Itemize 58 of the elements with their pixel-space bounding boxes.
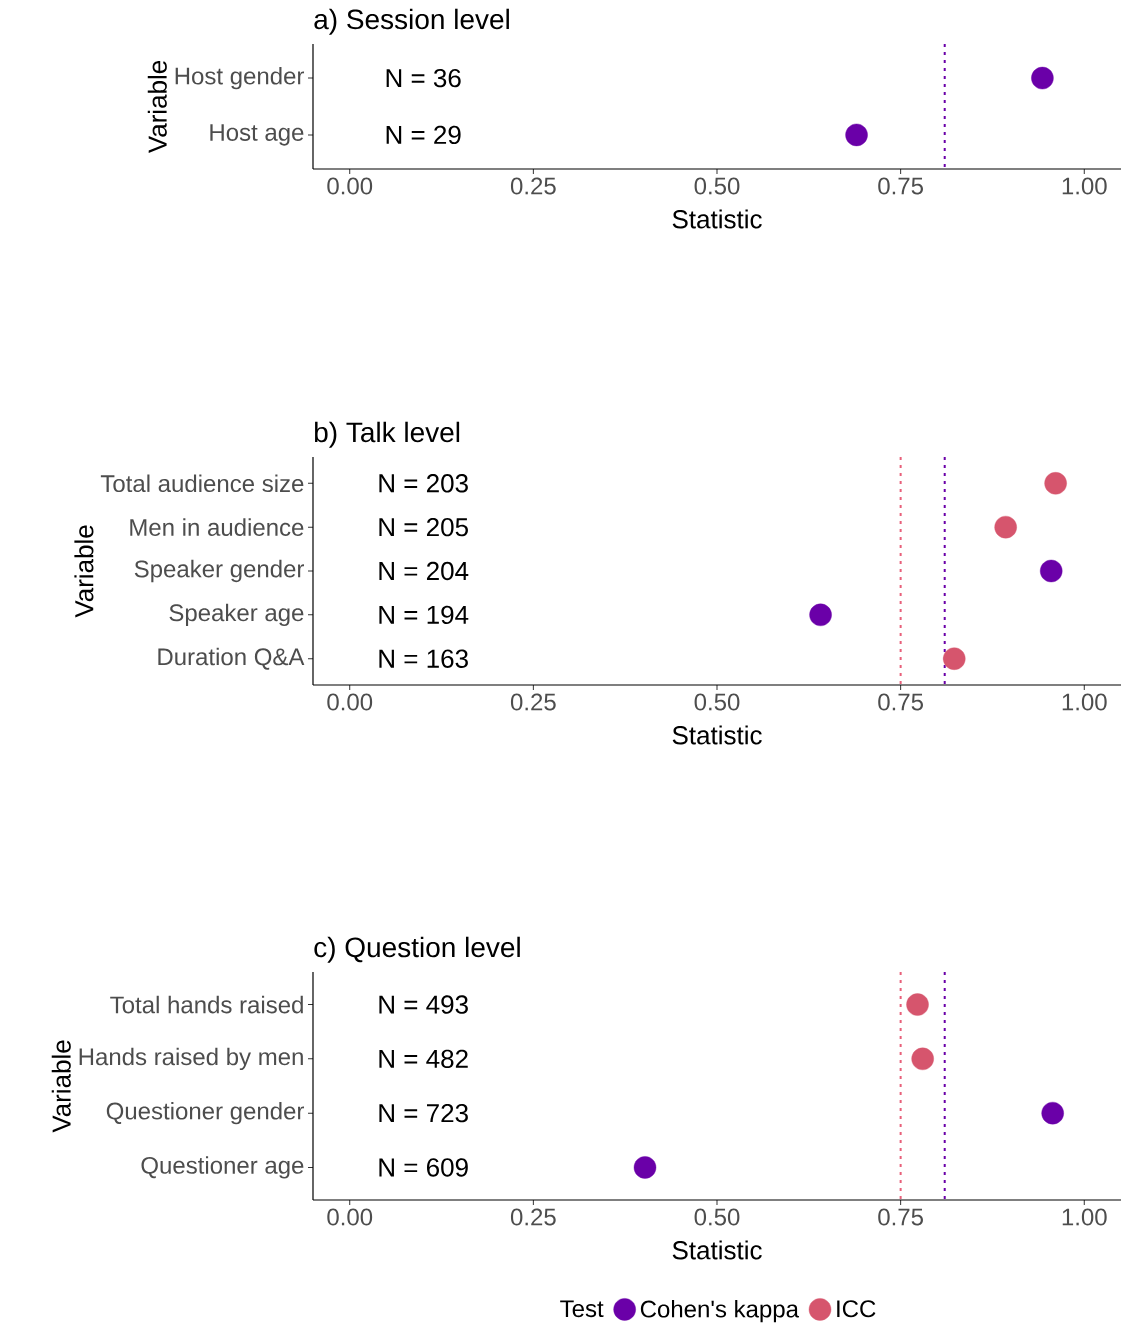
- point: [906, 993, 929, 1016]
- annotation: N = 203: [379, 474, 468, 493]
- y-tick-label: Host gender: [175, 66, 305, 90]
- y-tick-label: Questioner gender: [106, 1101, 305, 1125]
- x-tick-label: 0.00: [327, 1208, 373, 1226]
- annotation: N = 723: [379, 1103, 468, 1123]
- x-tick-label: 0.50: [694, 693, 740, 711]
- annotation: N = 493: [379, 995, 468, 1014]
- x-tick-label: 0.00: [327, 177, 373, 195]
- y-tick-label: Host age: [210, 124, 304, 146]
- point: [943, 647, 966, 670]
- x-tick-label: 0.00: [327, 693, 373, 711]
- y-axis-title: Variable: [147, 60, 167, 154]
- legend-label: ICC: [837, 1300, 876, 1318]
- point: [1040, 559, 1063, 583]
- annotation: N = 205: [379, 517, 468, 537]
- y-axis-title: Variable: [74, 525, 94, 618]
- annotation: N = 609: [379, 1158, 468, 1177]
- x-tick-label: 0.50: [694, 177, 740, 195]
- x-tick-label: 0.75: [878, 693, 923, 711]
- legend-label: Cohen's kappa: [640, 1299, 799, 1323]
- point: [633, 1156, 657, 1179]
- annotation: N = 29: [386, 125, 461, 145]
- annotation: N = 163: [379, 649, 468, 668]
- x-axis-title: Statistic: [672, 209, 762, 229]
- chart-title: b) Talk level: [315, 421, 460, 448]
- y-tick-label: Questioner age: [141, 1156, 304, 1179]
- x-axis-title: Statistic: [672, 725, 762, 745]
- chart-title: c) Question level: [314, 936, 520, 963]
- chart-title: a) Session level: [314, 8, 509, 35]
- annotation: N = 204: [379, 561, 469, 581]
- point: [994, 515, 1017, 539]
- point: [1044, 472, 1067, 495]
- x-tick-label: 1.00: [1062, 693, 1107, 711]
- y-tick-label: Duration Q&A: [158, 647, 305, 670]
- y-tick-label: Hands raised by men: [79, 1047, 303, 1071]
- x-tick-label: 1.00: [1062, 177, 1107, 195]
- annotation: N = 482: [379, 1049, 468, 1069]
- x-tick-label: 0.50: [694, 1208, 740, 1226]
- x-tick-label: 0.75: [878, 1208, 923, 1226]
- y-tick-label: Speaker gender: [134, 559, 305, 583]
- point: [809, 603, 832, 627]
- point: [911, 1047, 934, 1071]
- y-tick-label: Men in audience: [130, 518, 304, 536]
- legend-title: Test: [560, 1300, 604, 1318]
- x-tick-label: 0.25: [510, 177, 556, 195]
- x-tick-label: 1.00: [1062, 1208, 1107, 1226]
- y-tick-label: Total hands raised: [110, 995, 303, 1014]
- x-tick-label: 0.75: [878, 177, 923, 195]
- x-tick-label: 0.25: [510, 1208, 556, 1226]
- y-tick-label: Total audience size: [100, 474, 304, 493]
- annotation: N = 194: [379, 605, 469, 625]
- y-axis-title: Variable: [51, 1040, 71, 1133]
- y-tick-label: Speaker age: [169, 603, 304, 627]
- annotation: N = 36: [386, 68, 461, 88]
- x-tick-label: 0.25: [510, 693, 556, 711]
- x-axis-title: Statistic: [672, 1240, 762, 1260]
- point: [1041, 1101, 1064, 1125]
